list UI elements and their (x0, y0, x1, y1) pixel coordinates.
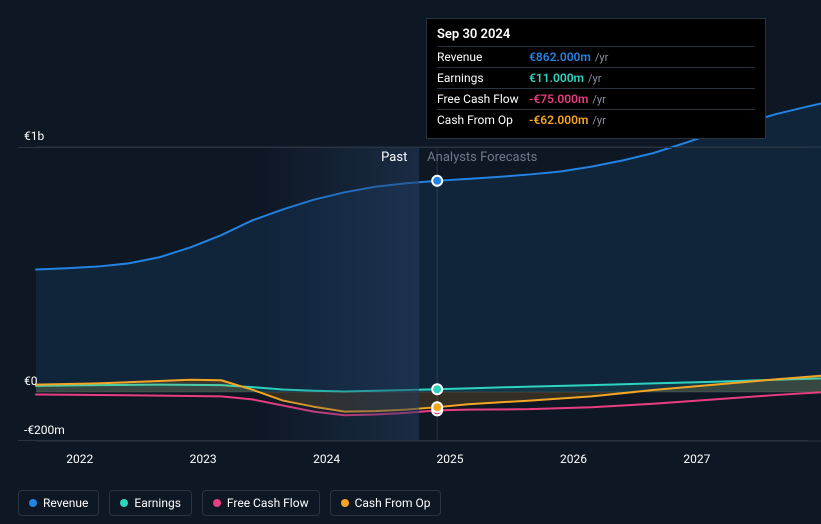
y-tick-label: €1b (24, 129, 44, 143)
x-tick-label: 2027 (683, 452, 710, 466)
y-tick-label: -€200m (24, 423, 65, 437)
tooltip-row: Earnings€11.000m/yr (437, 67, 755, 88)
data-tooltip: Sep 30 2024 Revenue€862.000m/yrEarnings€… (426, 18, 766, 139)
legend-label: Revenue (43, 496, 88, 510)
tooltip-row-label: Cash From Op (437, 113, 529, 127)
tooltip-row: Free Cash Flow-€75.000m/yr (437, 88, 755, 109)
x-tick-label: 2024 (313, 452, 340, 466)
legend-label: Free Cash Flow (227, 496, 309, 510)
section-label-past: Past (381, 150, 407, 165)
chart-legend: Revenue Earnings Free Cash Flow Cash From O… (18, 490, 441, 516)
tooltip-row-label: Revenue (437, 50, 529, 64)
x-tick-label: 2026 (560, 452, 587, 466)
tooltip-row-label: Free Cash Flow (437, 92, 529, 106)
legend-item-cfo[interactable]: Cash From Op (330, 490, 442, 516)
legend-label: Cash From Op (355, 496, 431, 510)
tooltip-row-value: €11.000m (529, 71, 584, 85)
legend-dot-icon (120, 499, 128, 507)
plot-border (18, 147, 808, 441)
legend-label: Earnings (134, 496, 181, 510)
tooltip-row-suffix: /yr (592, 93, 605, 106)
legend-dot-icon (341, 499, 349, 507)
tooltip-row: Cash From Op-€62.000m/yr (437, 109, 755, 130)
y-tick-label: €0 (24, 374, 38, 388)
tooltip-title: Sep 30 2024 (437, 27, 755, 46)
legend-item-earnings[interactable]: Earnings (109, 490, 192, 516)
x-tick-label: 2023 (190, 452, 217, 466)
tooltip-row-suffix: /yr (595, 51, 608, 64)
x-tick-label: 2022 (66, 452, 93, 466)
section-label-forecast: Analysts Forecasts (427, 150, 537, 165)
tooltip-row-value: €862.000m (529, 50, 591, 64)
legend-dot-icon (29, 499, 37, 507)
tooltip-row-value: -€75.000m (529, 92, 588, 106)
x-tick-label: 2025 (437, 452, 464, 466)
legend-dot-icon (213, 499, 221, 507)
tooltip-row: Revenue€862.000m/yr (437, 46, 755, 67)
tooltip-row-value: -€62.000m (529, 113, 588, 127)
tooltip-row-suffix: /yr (592, 114, 605, 127)
tooltip-row-label: Earnings (437, 71, 529, 85)
tooltip-row-suffix: /yr (588, 72, 601, 85)
legend-item-fcf[interactable]: Free Cash Flow (202, 490, 320, 516)
legend-item-revenue[interactable]: Revenue (18, 490, 99, 516)
